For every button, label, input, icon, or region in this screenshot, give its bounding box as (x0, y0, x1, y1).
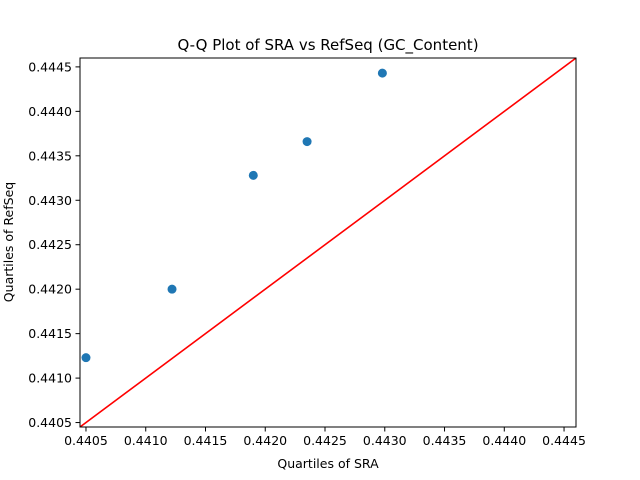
data-point-2 (167, 284, 177, 294)
plot-area (80, 58, 576, 427)
x-tick-label-6: 0.4430 (363, 433, 407, 448)
plot-clip-group (80, 58, 576, 427)
y-tick-label-4: 0.4420 (28, 282, 72, 297)
x-tick-label-7: 0.4435 (423, 433, 467, 448)
y-tick-label-5: 0.4425 (28, 237, 72, 252)
x-tick-label-4: 0.4420 (243, 433, 287, 448)
y-tick-label-1: 0.4405 (28, 415, 72, 430)
y-tick-label-2: 0.4410 (28, 371, 72, 386)
reference-line (80, 58, 576, 427)
y-tick-label-8: 0.4440 (28, 104, 72, 119)
y-tick-label-9: 0.4445 (28, 59, 72, 74)
data-point-4 (302, 137, 312, 147)
data-point-1 (81, 353, 91, 363)
y-tick-label-7: 0.4435 (28, 148, 72, 163)
axes: 0.4405 0.4410 0.4415 0.4420 0.4425 0.4430 0.44… (28, 57, 586, 448)
x-tick-label-8: 0.4440 (482, 433, 526, 448)
y-tick-label-3: 0.4415 (28, 326, 72, 341)
data-point-5 (377, 68, 387, 78)
chart-title: Q-Q Plot of SRA vs RefSeq (GC_Content) (177, 36, 478, 55)
y-tick-label-6: 0.4430 (28, 193, 72, 208)
x-tick-label-5: 0.4425 (303, 433, 347, 448)
x-tick-label-1: 0.4405 (64, 433, 108, 448)
y-axis-title: Quartiles of RefSeq (1, 182, 16, 302)
x-axis-title: Quartiles of SRA (277, 456, 379, 471)
x-tick-label-9: 0.4445 (542, 433, 586, 448)
plot-frame (79, 57, 577, 428)
x-tick-label-2: 0.4410 (124, 433, 168, 448)
x-tick-label-3: 0.4415 (184, 433, 228, 448)
data-point-3 (248, 170, 258, 180)
